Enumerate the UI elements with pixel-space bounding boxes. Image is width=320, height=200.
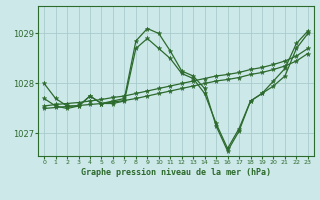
X-axis label: Graphe pression niveau de la mer (hPa): Graphe pression niveau de la mer (hPa): [81, 168, 271, 177]
